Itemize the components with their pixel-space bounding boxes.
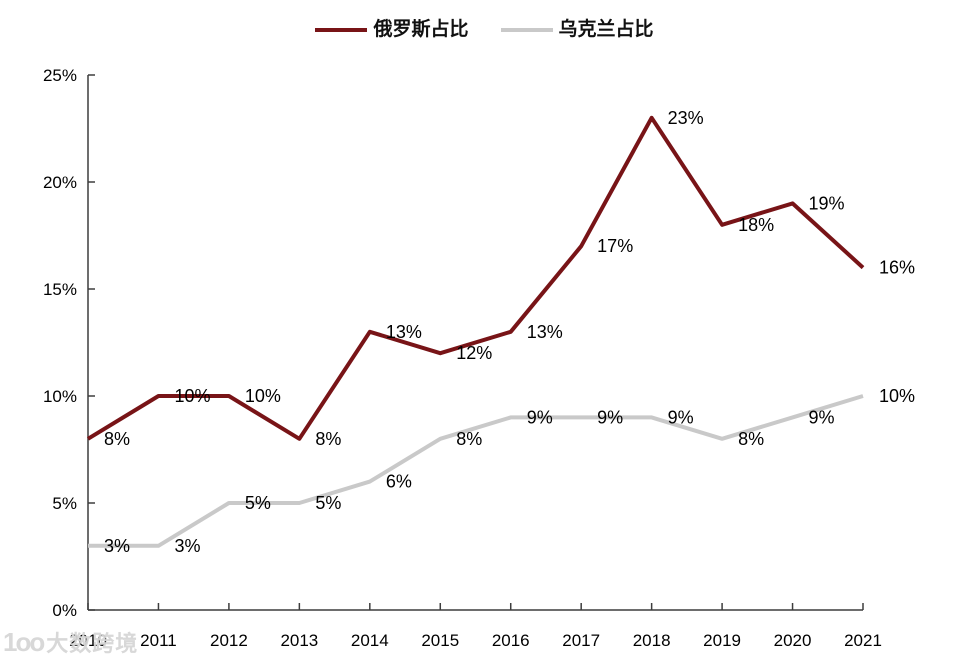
- x-tick-label: 2019: [703, 631, 741, 650]
- data-label-1: 3%: [104, 536, 130, 556]
- x-tick-label: 2010: [69, 631, 107, 650]
- y-tick-label: 10%: [43, 387, 77, 406]
- legend-swatch-russia: [315, 27, 368, 32]
- data-label-1: 8%: [456, 429, 482, 449]
- x-tick-label: 2014: [351, 631, 389, 650]
- data-label-0: 13%: [386, 322, 422, 342]
- x-tick-label: 2016: [492, 631, 530, 650]
- x-tick-label: 2011: [140, 631, 177, 650]
- series-line-1: [88, 394, 864, 548]
- y-tick-label: 5%: [52, 494, 77, 513]
- data-label-1: 9%: [809, 407, 835, 427]
- x-tick-label: 2013: [280, 631, 318, 650]
- data-label-1: 10%: [879, 386, 915, 406]
- data-label-0: 10%: [174, 386, 210, 406]
- legend-label-russia: 俄罗斯占比: [373, 19, 469, 40]
- x-tick-label: 2017: [562, 631, 600, 650]
- y-tick-label: 0%: [52, 601, 77, 620]
- x-tick-label: 2015: [421, 631, 459, 650]
- data-label-0: 16%: [879, 258, 915, 278]
- x-tick-label: 2020: [774, 631, 812, 650]
- data-label-1: 9%: [597, 407, 623, 427]
- series-line-0: [86, 115, 865, 441]
- x-tick-label: 2021: [844, 631, 882, 650]
- legend: 俄罗斯占比 乌克兰占比: [0, 20, 969, 39]
- data-label-1: 3%: [174, 536, 200, 556]
- legend-item-russia: 俄罗斯占比: [315, 19, 469, 40]
- data-label-1: 5%: [245, 493, 271, 513]
- data-label-1: 5%: [315, 493, 341, 513]
- data-label-0: 13%: [527, 322, 563, 342]
- data-label-1: 9%: [668, 407, 694, 427]
- data-label-0: 8%: [315, 429, 341, 449]
- legend-label-ukraine: 乌克兰占比: [558, 19, 654, 40]
- y-tick-label: 20%: [43, 173, 77, 192]
- data-label-0: 19%: [809, 193, 845, 213]
- x-tick-label: 2012: [210, 631, 248, 650]
- data-label-0: 8%: [104, 429, 130, 449]
- x-tick-label: 2018: [633, 631, 671, 650]
- data-label-0: 23%: [668, 108, 704, 128]
- data-label-1: 6%: [386, 472, 412, 492]
- data-label-0: 10%: [245, 386, 281, 406]
- data-label-0: 18%: [738, 215, 774, 235]
- legend-swatch-ukraine: [500, 27, 553, 32]
- data-label-1: 8%: [738, 429, 764, 449]
- data-label-1: 9%: [527, 407, 553, 427]
- y-tick-label: 15%: [43, 280, 77, 299]
- data-label-0: 12%: [456, 343, 492, 363]
- data-label-0: 17%: [597, 236, 633, 256]
- legend-item-ukraine: 乌克兰占比: [500, 19, 654, 40]
- y-tick-label: 25%: [43, 66, 77, 85]
